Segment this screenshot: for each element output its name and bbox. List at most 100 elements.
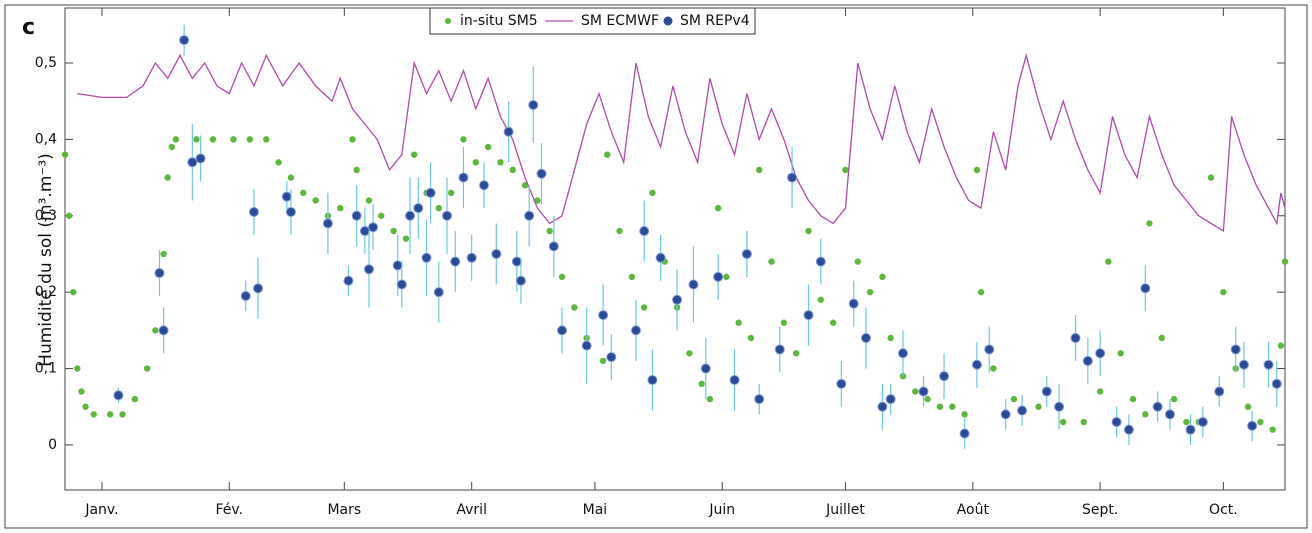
satellite-point (1247, 420, 1258, 431)
satellite-point (359, 226, 370, 237)
in-situ-point (817, 296, 825, 303)
panel-label: c (22, 15, 35, 40)
satellite-point (1214, 386, 1225, 397)
in-situ-point (879, 273, 886, 281)
in-situ-point (829, 319, 837, 326)
satellite-point (774, 344, 785, 355)
in-situ-point (497, 159, 504, 166)
satellite-point (154, 268, 165, 279)
satellite-point (741, 248, 752, 259)
in-situ-point (805, 227, 812, 235)
y-tick-label: 0,5 (35, 55, 57, 71)
in-situ-point (977, 288, 985, 296)
in-situ-point (1257, 418, 1264, 426)
in-situ-point (1170, 395, 1178, 403)
satellite-point (421, 252, 432, 263)
in-situ-point (246, 136, 254, 143)
in-situ-point (1146, 220, 1153, 227)
in-situ-point (1059, 418, 1067, 426)
y-tick-label: 0,4 (35, 131, 57, 147)
satellite-point (1111, 417, 1122, 428)
in-situ-point (534, 197, 541, 204)
in-situ-point (924, 395, 931, 403)
in-situ-point (82, 403, 89, 410)
in-situ-point (990, 365, 997, 372)
y-tick-label: 0 (48, 437, 57, 453)
legend-label: in-situ SM5 (460, 13, 538, 29)
legend-box (429, 7, 756, 35)
x-tick-label: Août (957, 502, 990, 518)
in-situ-point (949, 403, 956, 410)
satellite-point (343, 275, 354, 286)
satellite-point (1140, 283, 1151, 294)
in-situ-point (616, 227, 623, 235)
x-tick-label: Avril (456, 502, 487, 518)
in-situ-point (410, 151, 418, 158)
in-situ-point (143, 365, 151, 372)
satellite-point (179, 35, 190, 46)
in-situ-point (90, 411, 97, 418)
satellite-point (713, 271, 724, 282)
in-situ-point (686, 350, 693, 357)
satellite-point (803, 310, 814, 321)
in-situ-point (936, 403, 944, 410)
in-situ-point (842, 166, 849, 174)
y-tick-label: 0,3 (35, 208, 57, 224)
y-tick-label: 0,2 (35, 284, 57, 300)
satellite-point (458, 172, 469, 183)
satellite-point (548, 241, 559, 252)
satellite-point (1123, 424, 1134, 435)
satellite-point (787, 172, 798, 183)
satellite-point (815, 256, 826, 267)
in-situ-point (193, 136, 200, 143)
satellite-point (1095, 348, 1106, 359)
satellite-point (630, 325, 641, 336)
in-situ-point (435, 204, 443, 212)
satellite-point (836, 378, 847, 389)
satellite-point (253, 283, 264, 294)
in-situ-point (521, 182, 529, 189)
in-situ-point (1142, 411, 1149, 418)
in-situ-point (1080, 418, 1087, 426)
in-situ-point (1207, 174, 1215, 181)
satellite-point (248, 206, 259, 217)
satellite-point (491, 248, 502, 259)
in-situ-point (604, 151, 611, 158)
satellite-point (511, 256, 522, 267)
legend-swatch (663, 16, 673, 26)
in-situ-point (509, 166, 516, 174)
in-situ-point (365, 197, 373, 204)
y-tick-label: 0,1 (35, 361, 57, 377)
satellite-point (240, 290, 251, 301)
satellite-point (1238, 359, 1249, 370)
in-situ-point (472, 159, 479, 166)
satellite-point (405, 210, 416, 221)
satellite-point (729, 375, 740, 386)
satellite-point (392, 260, 403, 271)
in-situ-point (312, 197, 319, 204)
plot-frame (64, 7, 1286, 491)
in-situ-point (973, 166, 981, 174)
x-tick-label: Juin (708, 502, 735, 518)
in-situ-point (735, 319, 742, 326)
satellite-point (754, 394, 765, 405)
in-situ-point (1035, 403, 1042, 410)
in-situ-point (164, 174, 171, 181)
satellite-point (524, 210, 535, 221)
in-situ-point (1277, 342, 1285, 349)
satellite-point (368, 222, 379, 233)
x-tick-label: Janv. (84, 502, 118, 518)
x-tick-label: Oct. (1209, 502, 1238, 518)
in-situ-point (1269, 426, 1276, 433)
satellite-point (1000, 409, 1011, 420)
legend-label: SM REPv4 (680, 13, 750, 29)
in-situ-point (1220, 288, 1227, 296)
satellite-point (1054, 401, 1065, 412)
satellite-point (396, 279, 407, 290)
in-situ-point (65, 212, 73, 219)
satellite-point (1271, 378, 1282, 389)
satellite-point (195, 153, 206, 164)
in-situ-point (756, 166, 763, 174)
satellite-point (939, 371, 950, 382)
satellite-point (528, 100, 539, 111)
